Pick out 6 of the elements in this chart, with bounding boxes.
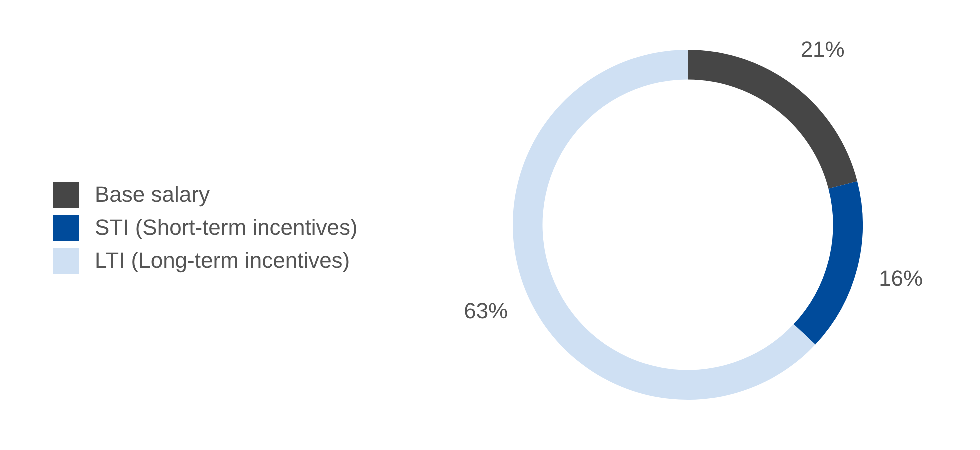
legend-label: STI (Short-term incentives)	[95, 214, 358, 240]
legend-label: Base salary	[95, 182, 210, 208]
data-label: 21%	[800, 37, 845, 62]
legend-label: LTI (Long-term incentives)	[95, 248, 350, 274]
data-label: 16%	[879, 266, 924, 291]
data-label: 63%	[464, 298, 508, 324]
